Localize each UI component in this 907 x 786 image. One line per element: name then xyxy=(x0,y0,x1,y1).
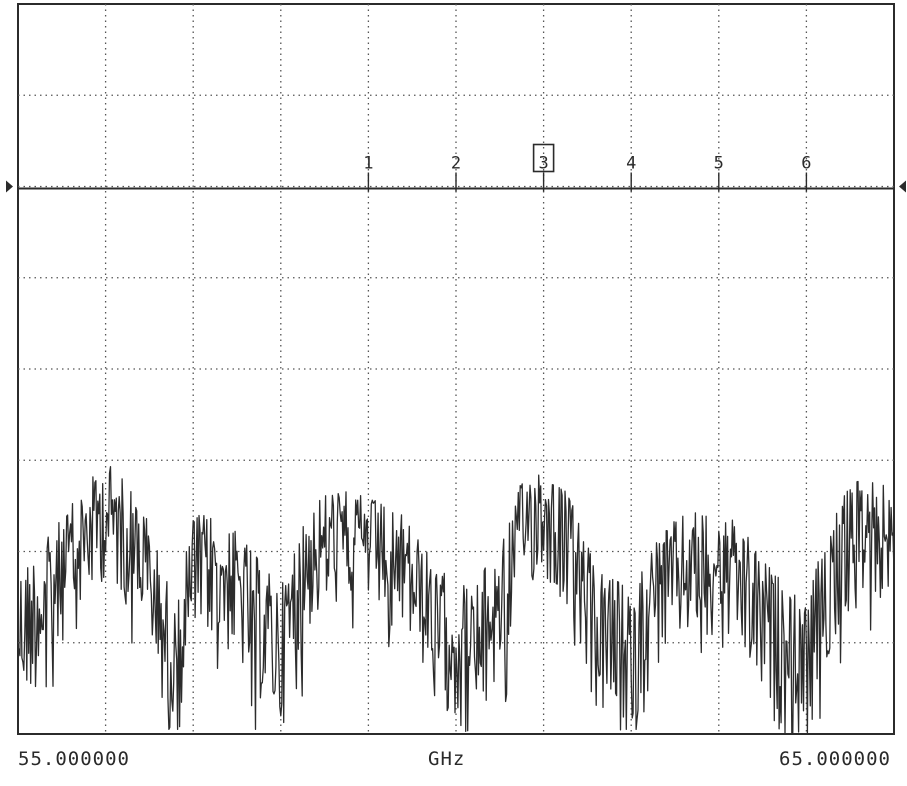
start-frequency-label: 55.000000 xyxy=(18,748,130,770)
marker-label: 4 xyxy=(626,154,636,174)
marker-label: 1 xyxy=(363,154,373,174)
active-marker-box xyxy=(532,143,555,173)
marker-label: 3 xyxy=(538,154,548,174)
marker-label: 6 xyxy=(801,154,811,174)
frequency-unit-label: GHz xyxy=(428,748,466,770)
left-reference-arrow xyxy=(6,180,13,193)
marker-label: 2 xyxy=(451,154,461,174)
stop-frequency-label: 65.000000 xyxy=(779,748,891,770)
marker-group: 1 2 3 4 5 6 xyxy=(363,143,812,192)
right-reference-arrow xyxy=(899,180,906,193)
reference-arrows xyxy=(6,180,906,193)
graticule xyxy=(18,4,894,734)
marker-label: 5 xyxy=(714,154,724,174)
measurement-trace xyxy=(17,465,895,734)
